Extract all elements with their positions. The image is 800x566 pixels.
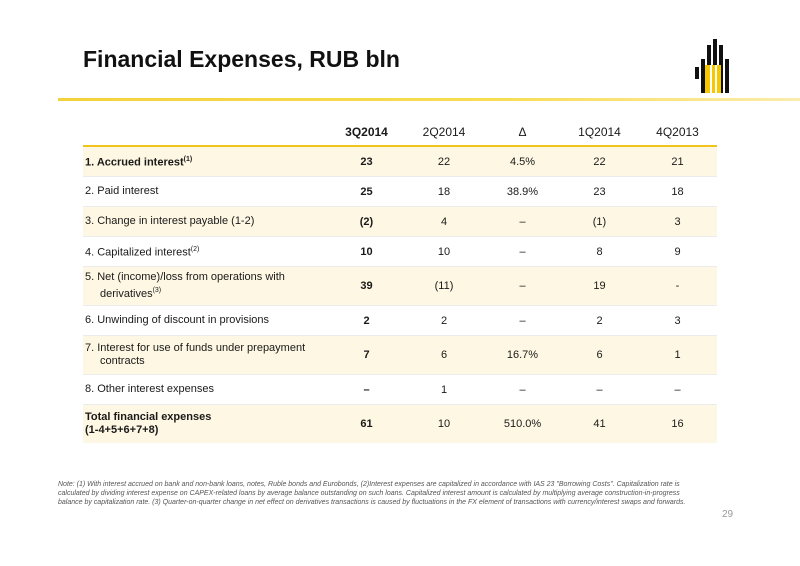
row-label-text: 4. Capitalized interest: [85, 246, 191, 259]
table-cell: 4: [404, 206, 484, 237]
table-cell: 19: [561, 266, 638, 306]
table-row: 4. Capitalized interest(2) 10 10–8 9: [83, 236, 717, 267]
table-row: 7. Interest for use of funds under prepa…: [83, 335, 717, 375]
row-label-text: 2. Paid interest: [85, 185, 159, 197]
table-cell: –: [484, 236, 561, 267]
table-cell: 41: [561, 404, 638, 443]
table-cell: 23: [561, 176, 638, 207]
table-row: 3. Change in interest payable (1-2) (2) 4–…: [83, 206, 717, 237]
row-label-text: 3. Change in interest payable (1-2): [85, 215, 255, 227]
row-label: 3. Change in interest payable (1-2): [83, 206, 329, 237]
table-cell: –: [561, 374, 638, 405]
table-cell: 1: [404, 374, 484, 405]
page-title: Financial Expenses, RUB bln: [83, 46, 400, 72]
row-label: 1. Accrued interest(1): [83, 146, 329, 177]
table-cell: 7: [329, 335, 404, 375]
table-cell: 9: [638, 236, 717, 267]
footnote-ref: (2): [190, 246, 200, 254]
row-label: 2. Paid interest: [83, 176, 329, 207]
table-row: 2. Paid interest 25 18 38.9% 23 18: [83, 176, 717, 207]
header-divider: [58, 98, 800, 101]
row-label-text: 6. Unwinding of discount in provisions: [85, 314, 270, 326]
col-header-4q2013: 4Q2013: [638, 118, 717, 147]
row-label-text-cont: (1-4+5+6+7+8): [85, 424, 159, 436]
table-row: Total financial expenses (1-4+5+6+7+8) 61 1…: [83, 404, 717, 443]
table-cell: (2): [329, 206, 404, 237]
table-cell: -: [638, 266, 717, 306]
table-cell: 18: [638, 176, 717, 207]
table-cell: (11): [404, 266, 484, 306]
table-cell: (1): [561, 206, 638, 237]
table-cell: 1: [638, 335, 717, 375]
table-cell: 6: [404, 335, 484, 375]
table-cell: –: [484, 206, 561, 237]
footnote: Note: (1) With interest accrued on bank …: [58, 481, 686, 506]
table-cell: –: [484, 305, 561, 336]
table-cell: 3: [638, 305, 717, 336]
row-label: Total financial expenses (1-4+5+6+7+8): [83, 404, 329, 443]
table-cell: 25: [329, 176, 404, 207]
footnote-ref: (1): [183, 156, 193, 164]
table-cell: 10: [404, 404, 484, 443]
table-row: 8. Other interest expenses –1– – –: [83, 374, 717, 405]
table-cell: 3: [638, 206, 717, 237]
row-label-text: 1. Accrued interest: [85, 156, 184, 169]
table-cell: 38.9%: [484, 176, 561, 207]
row-label-text: 5. Net (income)/loss from operations wit…: [85, 271, 285, 284]
table-cell: –: [329, 374, 404, 405]
footnote-ref: (3): [152, 287, 162, 295]
table-cell: 2: [404, 305, 484, 336]
row-label-text: Total financial expenses: [85, 411, 212, 423]
row-label: 4. Capitalized interest(2): [83, 236, 329, 267]
row-label-text-cont: contracts: [100, 355, 145, 367]
table-row: 1. Accrued interest(1) 23 22 4.5% 22 21: [83, 146, 717, 177]
table-row: 5. Net (income)/loss from operations wit…: [83, 266, 717, 306]
financial-expenses-table: 3Q2014 2Q2014 Δ 1Q2014 4Q2013 1. Accrued…: [83, 118, 717, 443]
header-blank: [83, 118, 329, 147]
row-label-text: 8. Other interest expenses: [85, 383, 215, 395]
table-cell: 18: [404, 176, 484, 207]
page-number: 29: [722, 509, 734, 520]
table-header-row: 3Q2014 2Q2014 Δ 1Q2014 4Q2013: [83, 118, 717, 147]
row-label-text: 7. Interest for use of funds under prepa…: [85, 342, 306, 354]
table-cell: 510.0%: [484, 404, 561, 443]
table-cell: 39: [329, 266, 404, 306]
company-logo: [695, 39, 729, 93]
table-cell: 6: [561, 335, 638, 375]
table-cell: 4.5%: [484, 146, 561, 177]
table-cell: 8: [561, 236, 638, 267]
table-cell: 23: [329, 146, 404, 177]
table-cell: 21: [638, 146, 717, 177]
table-cell: 22: [561, 146, 638, 177]
col-header-2q2014: 2Q2014: [404, 118, 484, 147]
table-cell: –: [484, 374, 561, 405]
col-header-delta: Δ: [484, 118, 561, 147]
row-label: 6. Unwinding of discount in provisions: [83, 305, 329, 336]
table-cell: 22: [404, 146, 484, 177]
table-cell: 2: [561, 305, 638, 336]
row-label-text-cont: derivatives: [100, 287, 153, 300]
table-cell: –: [638, 374, 717, 405]
row-label: 7. Interest for use of funds under prepa…: [83, 335, 329, 375]
col-header-3q2014: 3Q2014: [329, 118, 404, 147]
table-row: 6. Unwinding of discount in provisions 2 2…: [83, 305, 717, 336]
table-cell: 2: [329, 305, 404, 336]
col-header-1q2014: 1Q2014: [561, 118, 638, 147]
row-label: 8. Other interest expenses: [83, 374, 329, 405]
table-cell: 10: [404, 236, 484, 267]
table-cell: 16.7%: [484, 335, 561, 375]
table-cell: 61: [329, 404, 404, 443]
table-cell: 10: [329, 236, 404, 267]
table-cell: 16: [638, 404, 717, 443]
row-label: 5. Net (income)/loss from operations wit…: [83, 266, 329, 306]
table-cell: –: [484, 266, 561, 306]
